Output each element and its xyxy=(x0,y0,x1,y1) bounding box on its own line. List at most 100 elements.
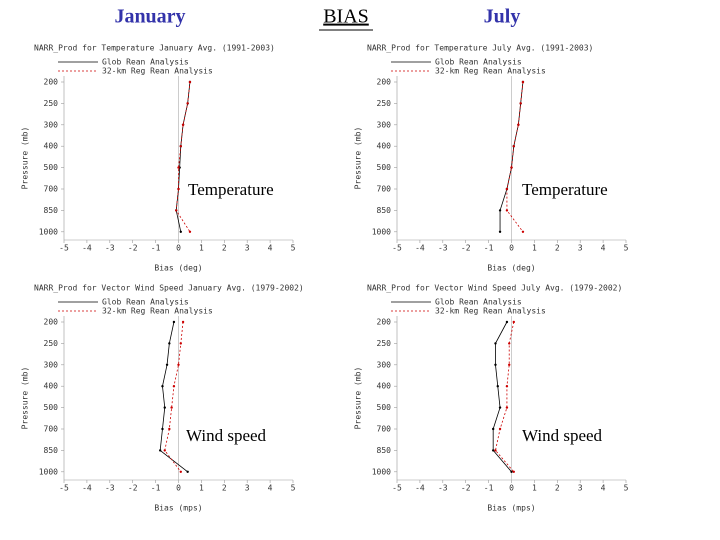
y-tick-label: 200 xyxy=(377,78,392,87)
point xyxy=(188,80,192,84)
point xyxy=(498,427,502,431)
y-tick-label: 700 xyxy=(44,425,59,434)
x-tick-label: -4 xyxy=(415,484,425,493)
point xyxy=(510,470,513,473)
point xyxy=(505,320,509,324)
legend-label: 32-km Reg Rean Analysis xyxy=(435,307,546,316)
y-axis-label: Pressure (mb) xyxy=(354,127,363,190)
x-tick-label: 2 xyxy=(222,244,227,253)
point xyxy=(158,449,162,452)
y-tick-label: 300 xyxy=(44,120,59,129)
legend-label: 32-km Reg Rean Analysis xyxy=(435,67,546,76)
series-line xyxy=(164,321,184,473)
point xyxy=(505,406,509,409)
y-tick-label: 250 xyxy=(44,99,59,108)
y-tick-label: 700 xyxy=(377,185,392,194)
y-tick-label: 400 xyxy=(377,382,392,391)
y-tick-label: 500 xyxy=(44,163,59,172)
legend-label: Glob Rean Analysis xyxy=(102,58,189,67)
y-tick-label: 200 xyxy=(377,318,392,327)
x-tick-label: -5 xyxy=(392,484,402,493)
y-tick-label: 850 xyxy=(377,446,392,455)
legend-label: 32-km Reg Rean Analysis xyxy=(102,307,213,316)
x-tick-label: -2 xyxy=(128,484,138,493)
point xyxy=(512,320,515,324)
x-tick-label: 3 xyxy=(578,244,583,253)
annotation: Temperature xyxy=(522,180,608,199)
y-tick-label: 250 xyxy=(377,339,392,348)
chart-title: NARR_Prod for Temperature July Avg. (199… xyxy=(367,44,593,53)
legend-label: Glob Rean Analysis xyxy=(435,58,522,67)
x-tick-label: -2 xyxy=(461,484,471,493)
slide-title: January xyxy=(114,6,185,28)
y-axis-label: Pressure (mb) xyxy=(21,367,30,430)
x-axis-label: Bias (deg) xyxy=(487,264,535,273)
x-tick-label: 2 xyxy=(555,244,560,253)
y-tick-label: 300 xyxy=(377,360,392,369)
x-tick-label: 4 xyxy=(268,484,273,493)
x-tick-label: 0 xyxy=(176,244,181,253)
x-tick-label: 5 xyxy=(624,484,629,493)
point xyxy=(505,209,509,212)
x-tick-label: -2 xyxy=(128,244,138,253)
point xyxy=(177,363,180,366)
point xyxy=(508,342,511,345)
series-line xyxy=(175,81,191,233)
chart-title: NARR_Prod for Vector Wind Speed January … xyxy=(34,284,304,293)
point xyxy=(179,342,182,345)
x-tick-label: -3 xyxy=(105,244,115,253)
x-tick-label: 1 xyxy=(532,484,537,493)
point xyxy=(161,427,164,431)
annotation: Wind speed xyxy=(522,426,603,445)
point xyxy=(498,406,502,409)
y-axis-label: Pressure (mb) xyxy=(21,127,30,190)
y-tick-label: 200 xyxy=(44,318,59,327)
point xyxy=(508,363,511,366)
point xyxy=(172,385,176,388)
x-tick-label: -3 xyxy=(438,484,448,493)
annotation: Temperature xyxy=(188,180,274,199)
x-tick-label: -4 xyxy=(82,484,92,493)
point xyxy=(494,449,497,452)
x-tick-label: 4 xyxy=(601,484,606,493)
point xyxy=(494,363,497,366)
point xyxy=(165,363,169,366)
legend-label: Glob Rean Analysis xyxy=(102,298,189,307)
point xyxy=(181,320,185,324)
x-tick-label: 2 xyxy=(555,484,560,493)
x-tick-label: -1 xyxy=(151,244,161,253)
point xyxy=(188,230,192,233)
point xyxy=(505,385,509,388)
point xyxy=(505,187,509,191)
point xyxy=(179,145,182,148)
x-tick-label: 2 xyxy=(222,484,227,493)
legend-label: Glob Rean Analysis xyxy=(435,298,522,307)
y-tick-label: 1000 xyxy=(372,227,391,236)
x-tick-label: -4 xyxy=(82,244,92,253)
y-tick-label: 400 xyxy=(44,382,59,391)
point xyxy=(510,166,513,169)
slide-title: BIAS xyxy=(323,6,369,28)
x-tick-label: -4 xyxy=(415,244,425,253)
x-tick-label: 3 xyxy=(578,484,583,493)
point xyxy=(177,166,180,169)
x-tick-label: 5 xyxy=(291,484,296,493)
y-axis-label: Pressure (mb) xyxy=(354,367,363,430)
point xyxy=(496,385,499,388)
y-tick-label: 700 xyxy=(44,185,59,194)
point xyxy=(177,187,180,191)
point xyxy=(179,470,182,473)
point xyxy=(168,427,171,431)
point xyxy=(521,80,525,84)
annotation: Wind speed xyxy=(186,426,267,445)
x-tick-label: -2 xyxy=(461,244,471,253)
x-tick-label: 4 xyxy=(268,244,273,253)
y-tick-label: 1000 xyxy=(39,467,58,476)
point xyxy=(519,102,522,105)
x-tick-label: 1 xyxy=(199,244,204,253)
x-tick-label: 0 xyxy=(509,244,514,253)
point xyxy=(512,145,515,148)
chart-title: NARR_Prod for Vector Wind Speed July Avg… xyxy=(367,284,622,293)
x-tick-label: 3 xyxy=(245,484,250,493)
